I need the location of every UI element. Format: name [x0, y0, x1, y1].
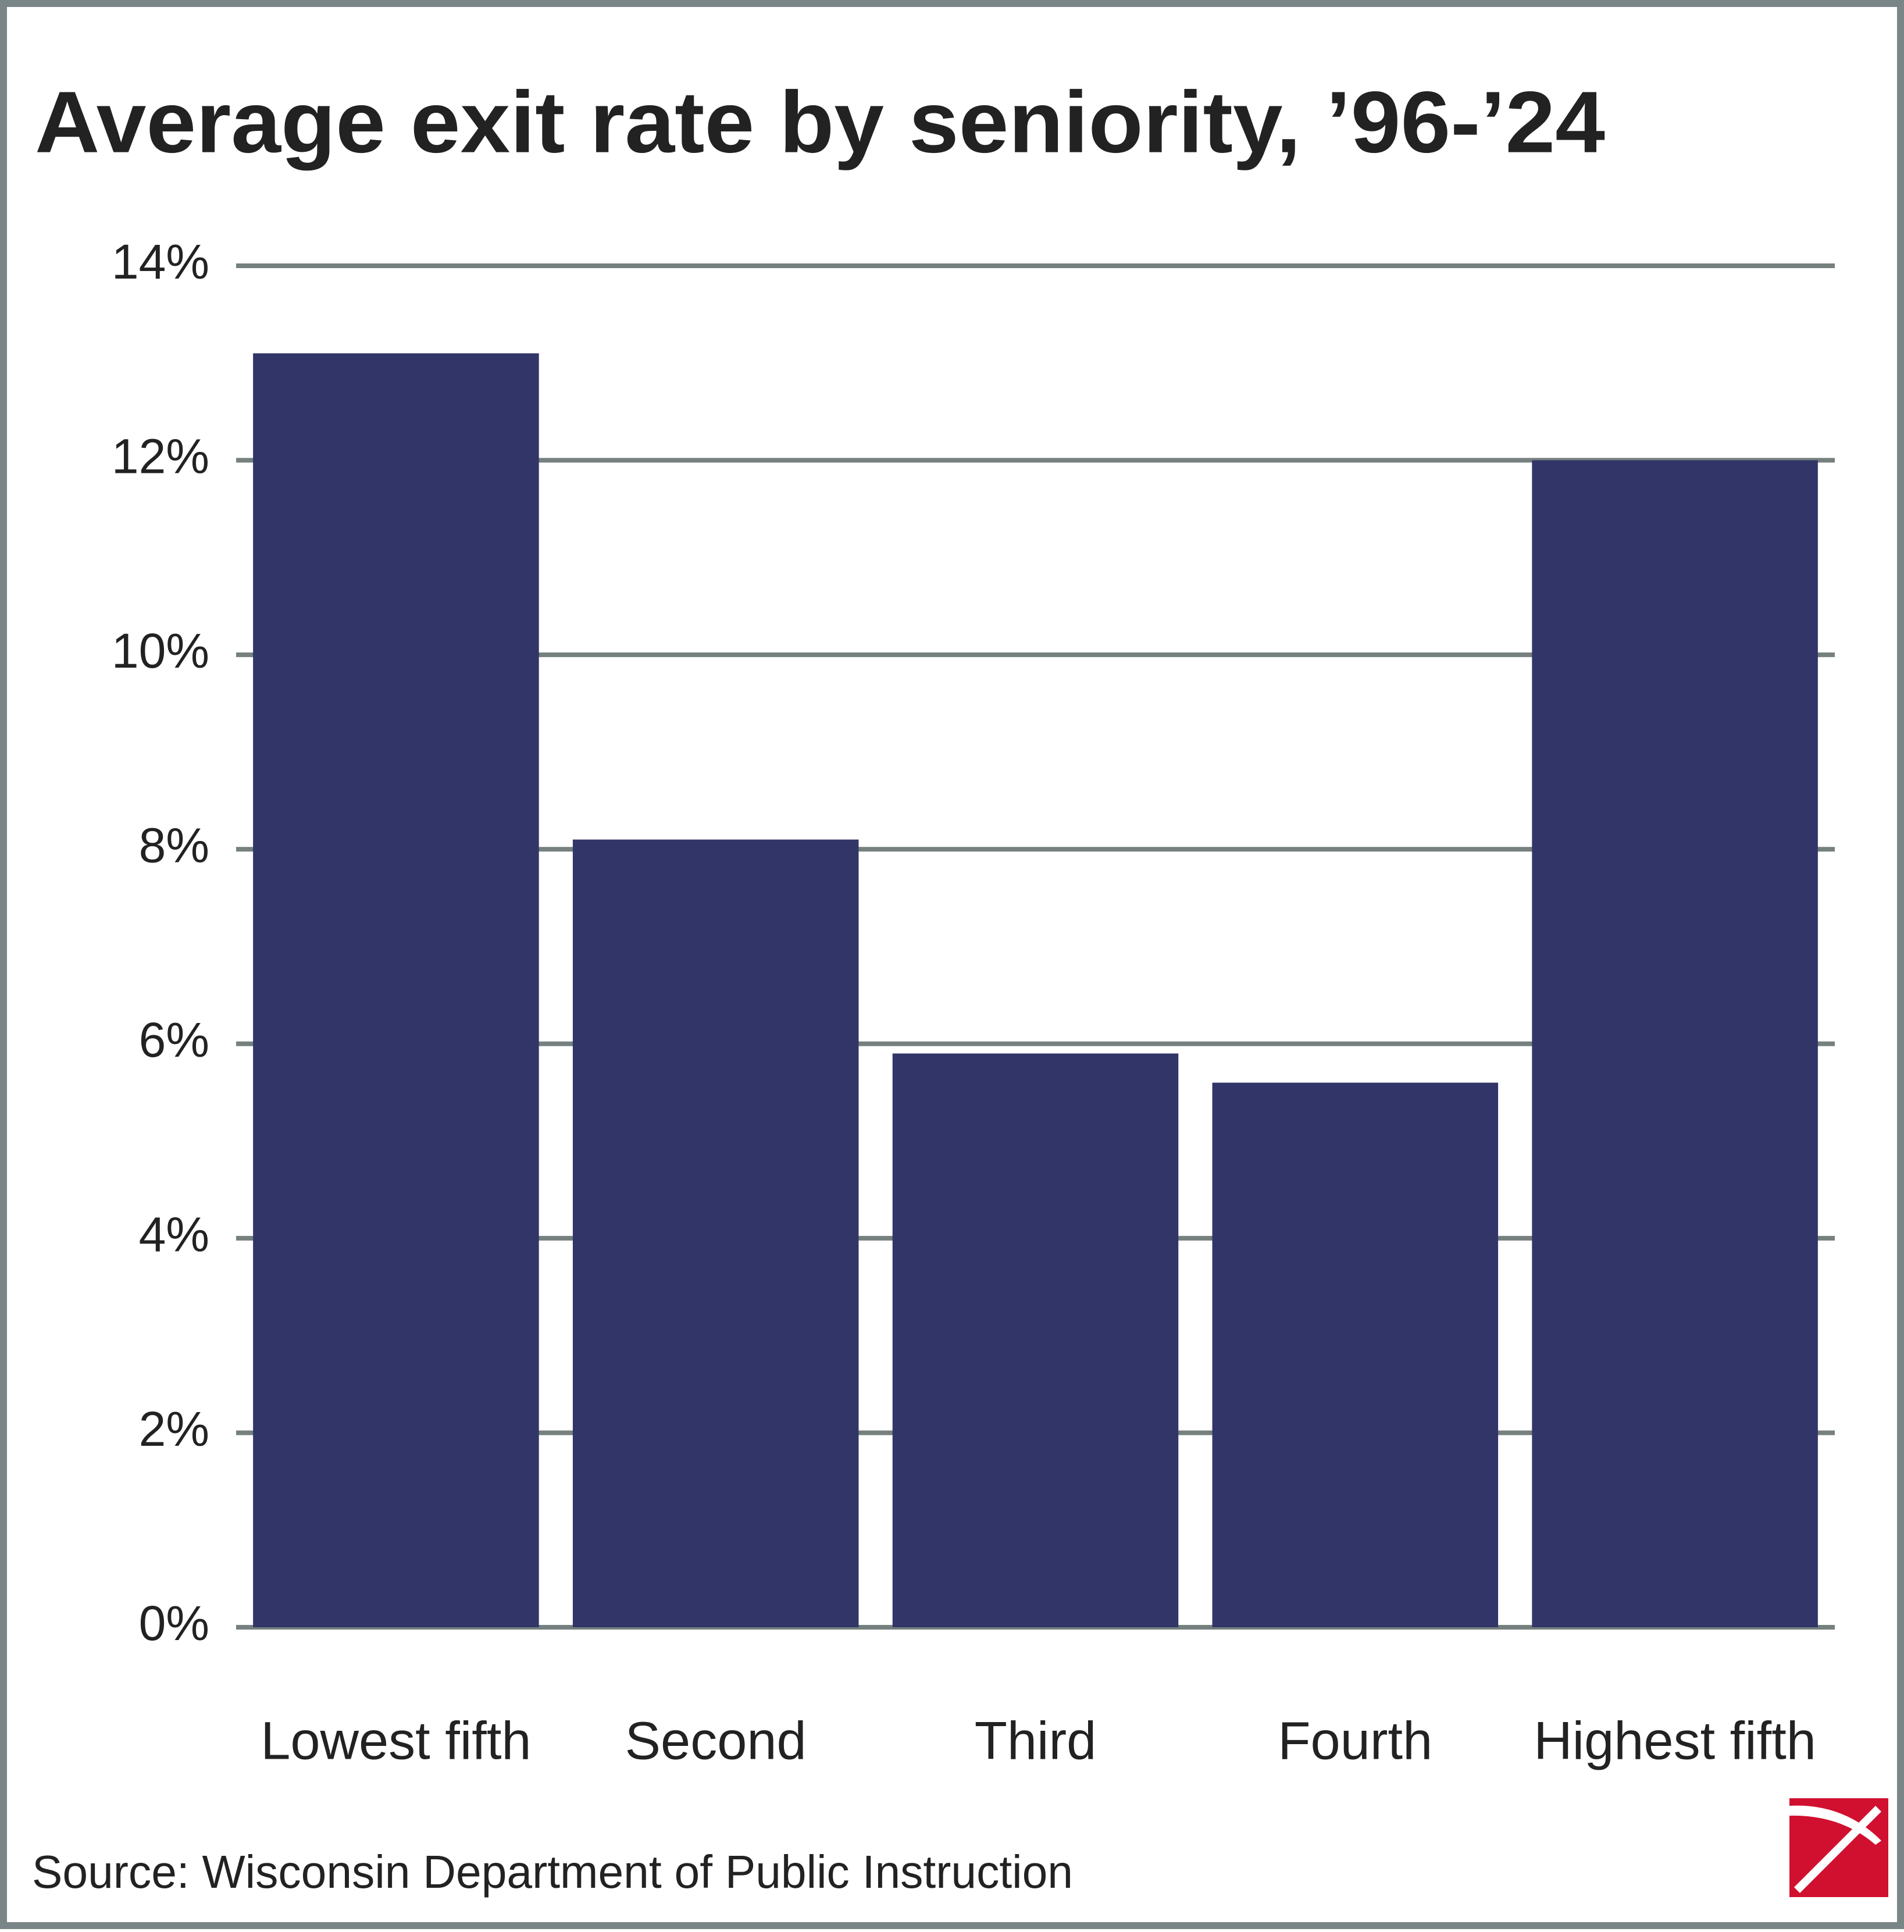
bar [253, 353, 539, 1627]
y-tick-label: 2% [139, 1402, 209, 1456]
y-tick-label: 0% [139, 1596, 209, 1651]
x-tick-label: Second [625, 1711, 807, 1770]
logo [1789, 1798, 1888, 1897]
logo-pick [1789, 1805, 1881, 1845]
y-tick-label: 12% [112, 429, 209, 484]
bar [572, 839, 859, 1627]
logo-handle [1794, 1806, 1881, 1893]
source: Source: Wisconsin Department of Public I… [32, 1846, 1073, 1898]
bar [1532, 460, 1818, 1627]
bar [892, 1053, 1179, 1627]
x-tick-label: Highest fifth [1534, 1711, 1816, 1770]
y-tick-label: 8% [139, 818, 209, 872]
y-tick-label: 14% [112, 234, 209, 289]
bar [1212, 1082, 1499, 1627]
x-tick-label: Lowest fifth [261, 1711, 531, 1770]
y-tick-label: 6% [139, 1013, 209, 1067]
y-tick-label: 4% [139, 1207, 209, 1261]
x-tick-label: Third [975, 1711, 1097, 1770]
chart-title: Average exit rate by seniority, ’96-’24 [35, 73, 1605, 171]
y-tick-label: 10% [112, 623, 209, 678]
x-tick-label: Fourth [1278, 1711, 1432, 1770]
